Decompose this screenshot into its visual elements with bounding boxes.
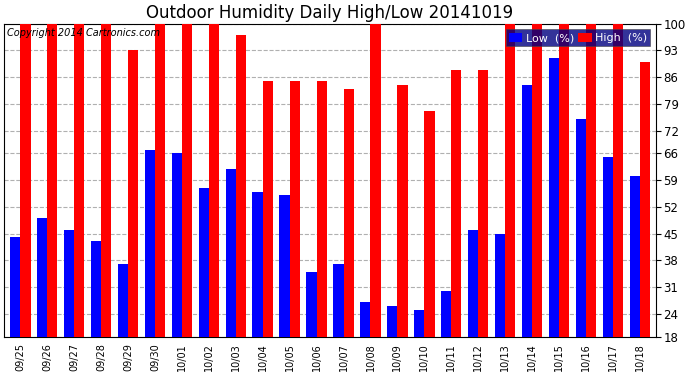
Bar: [155, 24, 165, 337]
Bar: [64, 230, 75, 337]
Bar: [253, 192, 263, 337]
Bar: [128, 50, 138, 337]
Bar: [317, 81, 327, 337]
Bar: [397, 85, 408, 337]
Bar: [424, 111, 435, 337]
Bar: [613, 24, 623, 337]
Bar: [559, 24, 569, 337]
Bar: [47, 24, 57, 337]
Bar: [586, 24, 596, 337]
Bar: [371, 24, 381, 337]
Bar: [263, 81, 273, 337]
Bar: [414, 310, 424, 337]
Bar: [451, 69, 462, 337]
Bar: [145, 150, 155, 337]
Title: Outdoor Humidity Daily High/Low 20141019: Outdoor Humidity Daily High/Low 20141019: [146, 4, 513, 22]
Bar: [10, 237, 20, 337]
Bar: [505, 24, 515, 337]
Bar: [118, 264, 128, 337]
Bar: [495, 234, 505, 337]
Bar: [602, 157, 613, 337]
Bar: [279, 195, 290, 337]
Bar: [575, 119, 586, 337]
Bar: [522, 85, 532, 337]
Bar: [441, 291, 451, 337]
Bar: [306, 272, 317, 337]
Bar: [236, 35, 246, 337]
Bar: [344, 88, 354, 337]
Bar: [549, 58, 559, 337]
Bar: [333, 264, 344, 337]
Bar: [37, 218, 47, 337]
Bar: [172, 153, 182, 337]
Bar: [91, 241, 101, 337]
Bar: [226, 169, 236, 337]
Bar: [75, 24, 84, 337]
Legend: Low  (%), High  (%): Low (%), High (%): [506, 29, 651, 46]
Bar: [387, 306, 397, 337]
Text: Copyright 2014 Cartronics.com: Copyright 2014 Cartronics.com: [8, 28, 161, 38]
Bar: [290, 81, 300, 337]
Bar: [101, 24, 111, 337]
Bar: [360, 302, 371, 337]
Bar: [640, 62, 650, 337]
Bar: [20, 24, 30, 337]
Bar: [478, 69, 489, 337]
Bar: [182, 24, 192, 337]
Bar: [468, 230, 478, 337]
Bar: [629, 176, 640, 337]
Bar: [209, 24, 219, 337]
Bar: [532, 24, 542, 337]
Bar: [199, 188, 209, 337]
